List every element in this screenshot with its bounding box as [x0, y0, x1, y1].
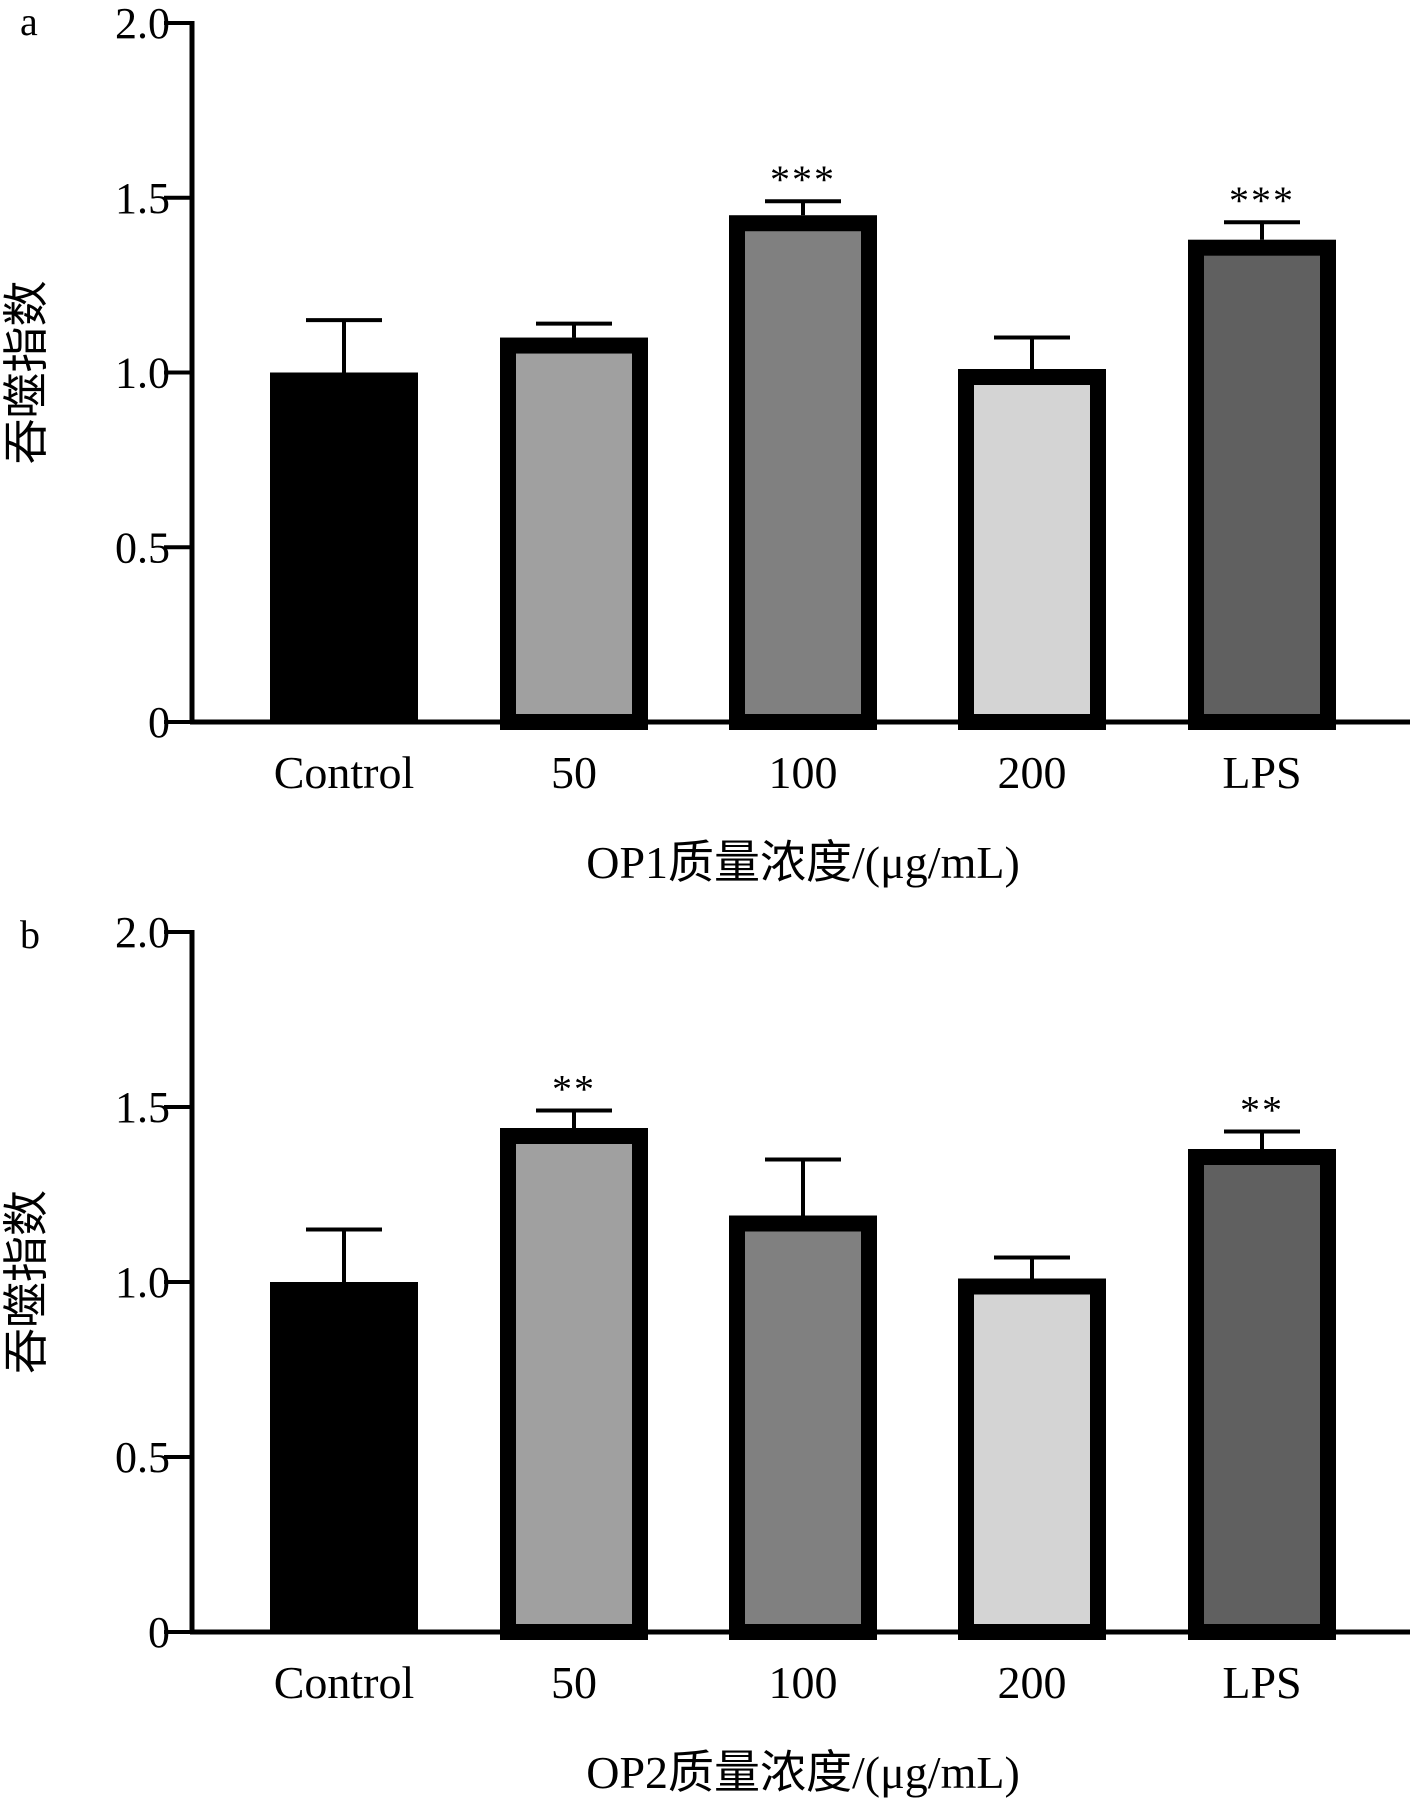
y-tick-label: 0 [148, 698, 170, 747]
chart-panel-a: a 0 0.5 1.0 1.5 2.0 吞噬指数 Control 50 *** 100 200 *** L… [1, 0, 1410, 888]
x-tick-label: Control [274, 747, 415, 798]
bar-lps [1188, 1149, 1336, 1640]
bar-control [270, 1282, 418, 1632]
y-tick-label: 2.0 [115, 0, 170, 48]
y-tick-label: 1.0 [115, 349, 170, 398]
bar-200 [958, 1278, 1106, 1640]
significance-label: ** [1240, 1088, 1284, 1133]
bar-50 [500, 337, 648, 730]
x-tick-label: 50 [551, 1657, 597, 1708]
x-tick-label: LPS [1222, 747, 1301, 798]
y-tick-label: 0 [148, 1608, 170, 1657]
x-tick-label: Control [274, 1657, 415, 1708]
panel-label: a [20, 0, 38, 44]
x-tick-label: LPS [1222, 1657, 1301, 1708]
y-tick-label: 1.5 [115, 1083, 170, 1132]
bar-100 [729, 215, 877, 730]
bar-lps [1188, 239, 1336, 730]
y-tick-label: 2.0 [115, 908, 170, 957]
significance-label: *** [770, 157, 836, 202]
y-tick-label: 1.0 [115, 1258, 170, 1307]
x-tick-label: 100 [769, 747, 838, 798]
significance-label: *** [1229, 178, 1295, 223]
x-axis-title: OP2质量浓度/(μg/mL) [586, 1747, 1020, 1798]
x-axis-title: OP1质量浓度/(μg/mL) [586, 837, 1020, 888]
y-axis-title: 吞噬指数 [1, 281, 52, 465]
chart-panel-b: b 0 0.5 1.0 1.5 2.0 吞噬指数 Control ** 50 100 200 ** LPS… [1, 908, 1410, 1798]
significance-label: ** [552, 1067, 596, 1112]
y-tick-label: 1.5 [115, 174, 170, 223]
y-axis-title: 吞噬指数 [1, 1190, 52, 1374]
bar-100 [729, 1215, 877, 1640]
panel-label: b [20, 912, 40, 957]
bar-200 [958, 369, 1106, 730]
x-tick-label: 200 [998, 747, 1067, 798]
y-tick-label: 0.5 [115, 523, 170, 572]
bar-control [270, 372, 418, 722]
x-tick-label: 50 [551, 747, 597, 798]
bar-50 [500, 1128, 648, 1640]
y-tick-label: 0.5 [115, 1433, 170, 1482]
x-tick-label: 100 [769, 1657, 838, 1708]
x-tick-label: 200 [998, 1657, 1067, 1708]
